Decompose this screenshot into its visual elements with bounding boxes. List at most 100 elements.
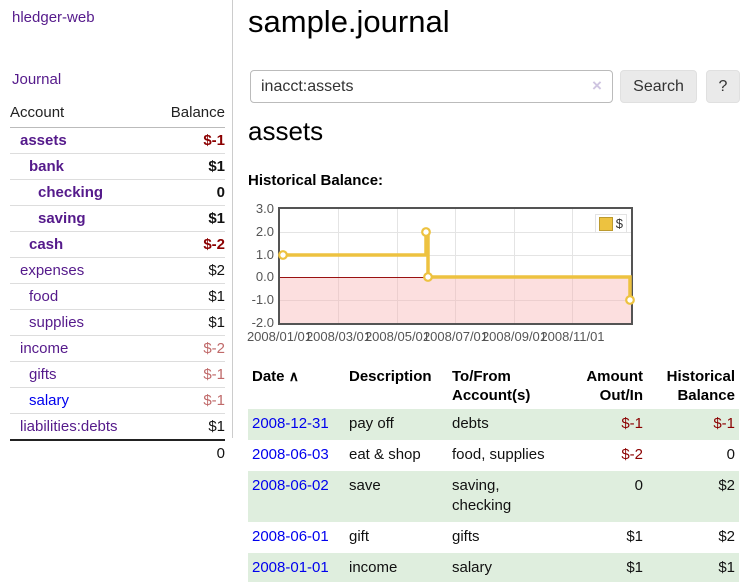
transaction-date-link[interactable]: 2008-06-03 xyxy=(252,446,329,463)
account-row-expenses: expenses $2 xyxy=(10,257,225,284)
transaction-balance: 0 xyxy=(726,446,735,463)
account-link-cash[interactable]: cash xyxy=(29,236,64,253)
gridline-x xyxy=(455,209,456,323)
y-tick-label: 2.0 xyxy=(255,224,274,239)
transaction-row: 2008-06-03 eat & shop food, supplies $-2… xyxy=(248,440,739,471)
date-column-header[interactable]: Date ∧ xyxy=(252,368,299,385)
transaction-balance: $2 xyxy=(718,477,735,494)
account-link-assets[interactable]: assets xyxy=(20,132,67,149)
accounts-total-row: 0 xyxy=(10,439,225,466)
transaction-row: 2008-12-31 pay off debts $-1 $-1 xyxy=(248,409,739,440)
transaction-accounts: debts xyxy=(452,415,489,432)
series-label: $ xyxy=(615,216,623,231)
transaction-description: eat & shop xyxy=(349,446,421,463)
account-balance: $1 xyxy=(152,205,225,232)
amount-column-header: Amount Out/In xyxy=(586,368,643,404)
sort-ascending-icon: ∧ xyxy=(288,368,299,384)
search-button[interactable]: Search xyxy=(620,70,697,103)
account-balance: $1 xyxy=(152,283,225,310)
search-form: × Search ? xyxy=(248,70,742,103)
transaction-amount: $1 xyxy=(626,559,643,576)
account-link-liabilities-debts[interactable]: liabilities:debts xyxy=(20,418,118,435)
description-column-header: Description xyxy=(349,368,432,385)
gridline-x xyxy=(397,209,398,323)
account-row-saving: saving $1 xyxy=(10,205,225,232)
transaction-balance: $1 xyxy=(718,559,735,576)
account-row-salary: salary $-1 xyxy=(10,387,225,414)
account-row-cash: cash $-2 xyxy=(10,231,225,258)
gridline-x xyxy=(338,209,339,323)
gridline-x xyxy=(572,209,573,323)
account-balance: $1 xyxy=(152,309,225,336)
account-row-income: income $-2 xyxy=(10,335,225,362)
register-header-row: Date ∧ Description To/From Account(s) Am… xyxy=(248,363,739,409)
accounts-column-header: To/From Account(s) xyxy=(452,368,531,404)
register-table: Date ∧ Description To/From Account(s) Am… xyxy=(248,363,739,582)
account-balance: $1 xyxy=(152,153,225,180)
transaction-row: 2008-06-01 gift gifts $1 $2 xyxy=(248,522,739,553)
account-row-gifts: gifts $-1 xyxy=(10,361,225,388)
help-button[interactable]: ? xyxy=(706,70,740,103)
balance-chart: 3.0 2.0 1.0 0.0 -1.0 -2.0 xyxy=(247,201,668,352)
y-tick-label: -1.0 xyxy=(251,292,274,307)
transaction-amount: 0 xyxy=(634,477,643,494)
account-link-income[interactable]: income xyxy=(20,340,69,357)
chart-legend: $ xyxy=(594,214,627,233)
x-tick-label: 2008/05/01 xyxy=(364,329,431,344)
accounts-table: Account Balance assets $-1 bank $1 check… xyxy=(10,100,225,466)
transaction-row: 2008-01-01 income salary $1 $1 xyxy=(248,553,739,582)
account-row-checking: checking 0 xyxy=(10,179,225,206)
plot-area: $ xyxy=(278,209,635,323)
transaction-date-link[interactable]: 2008-12-31 xyxy=(252,415,329,432)
y-tick-label: 0.0 xyxy=(255,269,274,284)
balance-column-header: Balance xyxy=(152,100,225,128)
sidebar-item-journal[interactable]: Journal xyxy=(12,71,62,88)
x-tick-label: 2008/09/01 xyxy=(481,329,548,344)
transaction-row: 2008-06-02 save saving, checking 0 $2 xyxy=(248,471,739,522)
transaction-accounts: gifts xyxy=(452,528,480,545)
account-heading: assets xyxy=(248,116,324,146)
accounts-table-header: Account Balance xyxy=(10,100,225,128)
account-row-assets: assets $-1 xyxy=(10,127,225,154)
account-balance: $-1 xyxy=(152,361,225,388)
account-link-supplies[interactable]: supplies xyxy=(29,314,85,331)
account-link-saving[interactable]: saving xyxy=(38,210,86,227)
account-row-liabilities-debts: liabilities:debts $1 xyxy=(10,414,225,441)
transaction-description: gift xyxy=(349,528,370,545)
y-tick-label: 1.0 xyxy=(255,247,274,262)
account-link-gifts[interactable]: gifts xyxy=(29,366,57,383)
account-balance: $2 xyxy=(152,257,225,284)
sidebar: hledger-web Journal Account Balance asse… xyxy=(0,0,233,466)
negative-region-shading xyxy=(280,277,631,323)
account-link-expenses[interactable]: expenses xyxy=(20,262,85,279)
account-balance: $-2 xyxy=(152,335,225,362)
account-link-food[interactable]: food xyxy=(29,288,59,305)
transaction-date-link[interactable]: 2008-06-01 xyxy=(252,528,329,545)
account-balance: $-2 xyxy=(152,231,225,258)
account-balance: $-1 xyxy=(152,387,225,414)
transaction-date-link[interactable]: 2008-06-02 xyxy=(252,477,329,494)
app-title-link[interactable]: hledger-web xyxy=(12,9,95,26)
account-link-salary[interactable]: salary xyxy=(29,392,70,409)
series-swatch-icon xyxy=(598,216,613,231)
transaction-description: income xyxy=(349,559,398,576)
account-balance: $-1 xyxy=(152,127,225,154)
account-row-supplies: supplies $1 xyxy=(10,309,225,336)
account-link-checking[interactable]: checking xyxy=(38,184,104,201)
y-tick-label: -2.0 xyxy=(251,315,274,330)
transaction-accounts: saving, checking xyxy=(452,477,512,514)
gridline-x xyxy=(514,209,515,323)
account-link-bank[interactable]: bank xyxy=(29,158,65,175)
transaction-balance: $-1 xyxy=(713,415,735,432)
historical-balance-label: Historical Balance: xyxy=(248,172,384,189)
transaction-balance: $2 xyxy=(718,528,735,545)
transaction-date-link[interactable]: 2008-01-01 xyxy=(252,559,329,576)
main-content: sample.journal × Search ? assets Histori… xyxy=(247,0,742,582)
search-input[interactable] xyxy=(250,70,613,103)
clear-search-icon[interactable]: × xyxy=(592,76,602,95)
transaction-amount: $-1 xyxy=(621,415,643,432)
x-tick-label: 2008/03/01 xyxy=(305,329,372,344)
balance-chart-plot[interactable]: $ xyxy=(278,207,635,325)
x-tick-label: 2008/01/01 xyxy=(246,329,313,344)
